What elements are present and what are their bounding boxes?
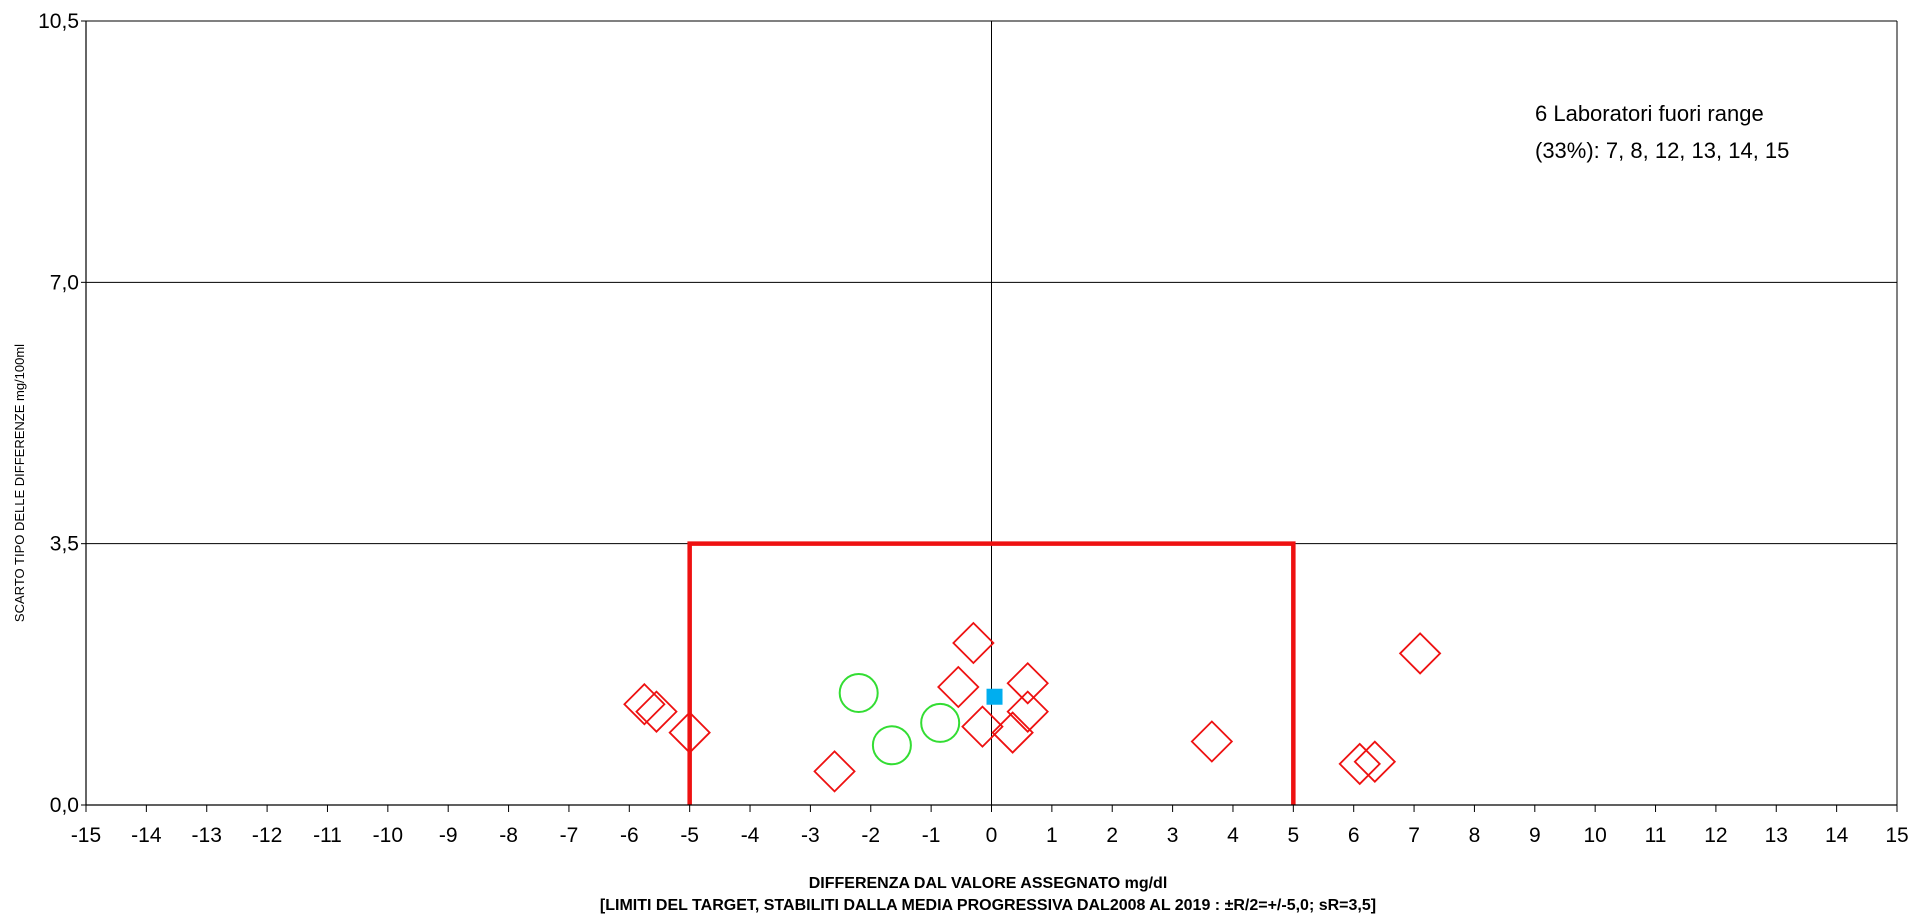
x-tick-label: -10 — [373, 824, 403, 847]
x-tick-label: -13 — [192, 824, 222, 847]
diamond-point — [1338, 742, 1382, 786]
x-axis-sublabel: [LIMITI DEL TARGET, STABILITI DALLA MEDI… — [600, 897, 1376, 914]
x-tick-label: 0 — [986, 824, 998, 847]
x-tick-label: -7 — [560, 824, 579, 847]
y-axis-label: SCARTO TIPO DELLE DIFFERENZE mg/100ml — [12, 344, 27, 622]
x-axis-label: DIFFERENZA DAL VALORE ASSEGNATO mg/dl — [809, 875, 1168, 892]
circle-point — [838, 673, 879, 713]
x-tick-label: 10 — [1583, 824, 1606, 847]
x-tick-label: -1 — [922, 824, 941, 847]
out-of-range-note-line2: (33%): 7, 8, 12, 13, 14, 15 — [1535, 138, 1789, 163]
x-tick-label: 13 — [1765, 824, 1788, 847]
x-tick-label: 2 — [1106, 824, 1118, 847]
x-tick-label: -8 — [499, 824, 518, 847]
diamond-point — [635, 690, 678, 733]
x-tick-label: -6 — [620, 824, 639, 847]
x-tick-label: -15 — [71, 824, 101, 847]
x-tick-label: -5 — [680, 824, 699, 847]
circle-point — [920, 702, 961, 743]
diamond-point — [623, 682, 666, 726]
x-tick-label: 7 — [1408, 824, 1420, 847]
diamond-point — [937, 665, 980, 709]
diamond-point — [1353, 740, 1397, 783]
tick-labels: 0,03,57,010,5-15 -14 -13 -12 -11 -10 -9 -8 -7 -6-… — [38, 10, 1909, 847]
x-tick-label: 1 — [1046, 824, 1058, 847]
circle-point — [871, 725, 912, 766]
axes — [81, 20, 1898, 812]
x-tick-label: -9 — [439, 824, 458, 847]
x-tick-label: 11 — [1645, 824, 1667, 847]
x-tick-label: -12 — [252, 824, 282, 847]
x-tick-label: -2 — [861, 824, 880, 847]
diamond-point — [668, 711, 711, 754]
x-tick-label: 9 — [1529, 824, 1541, 847]
square-point — [986, 688, 1003, 705]
x-tick-label: 5 — [1287, 824, 1299, 847]
diamond-point — [952, 621, 995, 665]
target-limit-box — [687, 541, 1296, 805]
x-tick-label: 14 — [1825, 824, 1849, 847]
target-limit-outline — [687, 541, 1296, 805]
out-of-range-note-line1: 6 Laboratori fuori range — [1535, 101, 1764, 126]
y-tick-label: 3,5 — [50, 533, 79, 556]
x-tick-label: 6 — [1348, 824, 1360, 847]
y-tick-label: 10,5 — [38, 10, 79, 33]
diamond-point — [991, 711, 1034, 754]
y-tick-label: 7,0 — [50, 271, 79, 294]
x-tick-label: 12 — [1704, 824, 1727, 847]
diamond-point — [1006, 690, 1049, 733]
x-tick-label: -3 — [801, 824, 820, 847]
x-tick-label: 15 — [1885, 824, 1908, 847]
diamond-point — [961, 705, 1004, 748]
diamond-point — [1190, 720, 1234, 763]
diamond-point — [813, 750, 856, 793]
x-tick-label: 3 — [1167, 824, 1179, 847]
x-tick-label: 8 — [1469, 824, 1481, 847]
y-tick-label: 0,0 — [50, 794, 79, 817]
x-tick-label: -4 — [741, 824, 760, 847]
x-tick-label: 4 — [1227, 824, 1239, 847]
x-tick-label: -14 — [131, 824, 162, 847]
diamond-point — [1006, 662, 1049, 705]
x-tick-label: -11 — [313, 824, 342, 847]
diamond-point — [1398, 632, 1442, 675]
data-points — [623, 621, 1442, 793]
